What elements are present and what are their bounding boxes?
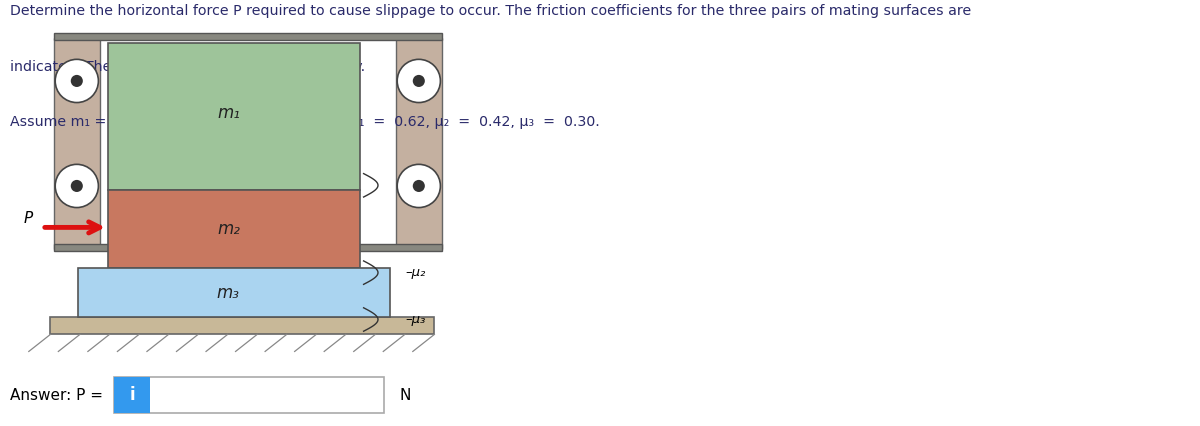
Text: –μ₁: –μ₁ — [406, 179, 426, 192]
Bar — [54, 244, 442, 251]
Text: N: N — [400, 388, 410, 403]
Text: P: P — [23, 211, 32, 226]
Ellipse shape — [397, 59, 440, 103]
Ellipse shape — [55, 59, 98, 103]
Ellipse shape — [413, 75, 425, 87]
Text: m₂: m₂ — [217, 220, 240, 238]
Bar — [108, 190, 360, 268]
Text: m₁: m₁ — [217, 104, 240, 122]
Ellipse shape — [71, 180, 83, 192]
Text: indicated. The top block is free to move vertically.: indicated. The top block is free to move… — [10, 60, 365, 74]
Text: Answer: P =: Answer: P = — [10, 388, 103, 403]
Ellipse shape — [55, 164, 98, 207]
Bar — [54, 33, 442, 40]
Ellipse shape — [413, 180, 425, 192]
Ellipse shape — [71, 75, 83, 87]
Text: m₃: m₃ — [216, 284, 239, 302]
Text: Assume m₁ = 106 kg, m₂ = 52 kg, m3 = 33 kg, μ₁  =  0.62, μ₂  =  0.42, μ₃  =  0.3: Assume m₁ = 106 kg, m₂ = 52 kg, m3 = 33 … — [10, 115, 599, 129]
Bar — [50, 317, 434, 334]
Bar — [54, 38, 100, 249]
Bar — [114, 377, 384, 413]
Bar — [78, 268, 390, 317]
Bar — [108, 43, 360, 190]
Text: i: i — [130, 386, 134, 404]
Text: Determine the horizontal force P required to cause slippage to occur. The fricti: Determine the horizontal force P require… — [10, 4, 971, 18]
Text: –μ₂: –μ₂ — [406, 266, 426, 279]
Ellipse shape — [397, 164, 440, 207]
Bar — [114, 377, 150, 413]
Text: –μ₃: –μ₃ — [406, 313, 426, 326]
Bar — [396, 38, 442, 249]
